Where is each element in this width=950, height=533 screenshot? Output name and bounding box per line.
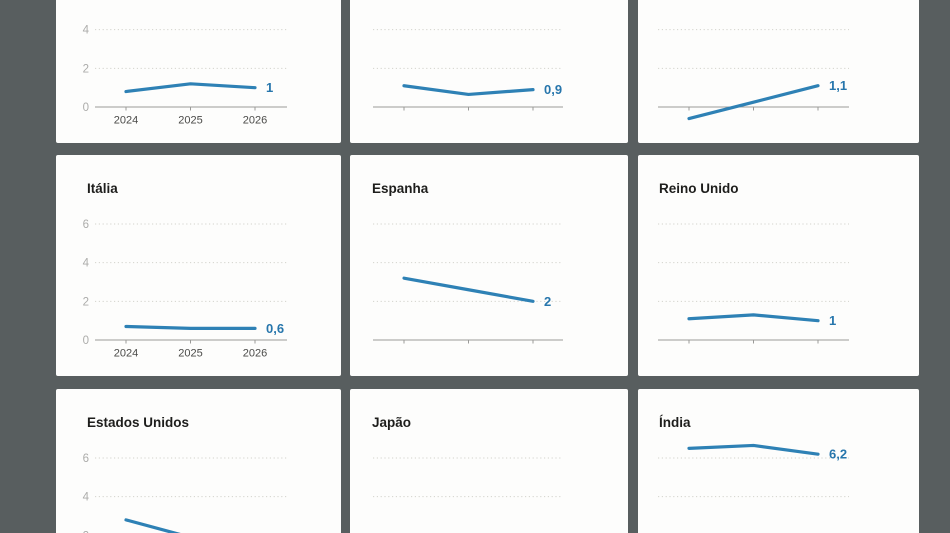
- y-tick-label: 6: [83, 219, 89, 231]
- y-tick-label: 2: [83, 296, 89, 308]
- trend-line: [687, 84, 820, 121]
- value-label: 2: [544, 294, 551, 309]
- chart-card-italia: 0 2 4 6 2024 2025 2026 0,6 Itália: [56, 155, 341, 376]
- y-tick-label: 4: [83, 25, 90, 37]
- trend-line: [402, 84, 535, 97]
- trend-line: [687, 313, 820, 323]
- chart-svg: 2 Espanha: [372, 181, 563, 344]
- chart-title: Itália: [87, 181, 118, 196]
- y-tick-label: 6: [83, 453, 89, 465]
- value-label: 1: [266, 80, 273, 95]
- chart-title: Espanha: [372, 181, 429, 196]
- trend-line: [124, 324, 257, 331]
- x-tick-label: 2024: [114, 348, 138, 360]
- value-label: 1: [829, 313, 836, 328]
- y-tick-label: 2: [83, 63, 89, 75]
- chart-card-partial-2: 1,1: [638, 0, 919, 143]
- chart-card-partial-1: 0,9: [350, 0, 628, 143]
- y-tick-label: 0: [83, 335, 89, 347]
- x-tick-label: 2025: [178, 348, 202, 360]
- chart-svg: 6,2 Índia: [658, 415, 849, 498]
- chart-title: Reino Unido: [659, 181, 739, 196]
- chart-svg: Japão: [372, 415, 563, 498]
- chart-title: Estados Unidos: [87, 415, 189, 430]
- chart-card-reino-unido: 1 Reino Unido: [638, 155, 919, 376]
- chart-title: Japão: [372, 415, 411, 430]
- trend-line: [687, 443, 820, 456]
- value-label: 6,2: [829, 447, 847, 462]
- value-label: 0,9: [544, 82, 562, 97]
- value-label: 0,6: [266, 321, 284, 336]
- chart-svg: 0246202420252026Estados Unidos: [83, 415, 287, 533]
- y-tick-label: 4: [83, 258, 90, 270]
- trend-line: [402, 276, 535, 303]
- chart-svg: 02462024202520261: [83, 25, 287, 127]
- trend-line: [124, 518, 181, 533]
- x-tick-label: 2024: [114, 115, 138, 127]
- x-tick-label: 2026: [243, 115, 267, 127]
- chart-title: Índia: [659, 415, 691, 430]
- chart-card-estados-unidos: 0246202420252026Estados Unidos: [56, 389, 341, 533]
- chart-svg: 1 Reino Unido: [658, 181, 849, 344]
- y-tick-label: 2: [83, 530, 89, 533]
- chart-svg: 1,1: [658, 29, 849, 121]
- chart-card-espanha: 2 Espanha: [350, 155, 628, 376]
- y-tick-label: 4: [83, 492, 90, 504]
- value-label: 1,1: [829, 78, 847, 93]
- x-tick-label: 2025: [178, 115, 202, 127]
- trend-line: [124, 82, 257, 94]
- y-tick-label: 0: [83, 102, 89, 114]
- chart-svg: 0 2 4 6 2024 2025 2026 0,6 Itália: [83, 181, 287, 360]
- chart-card-japao: Japão: [350, 389, 628, 533]
- chart-svg: 0,9: [373, 29, 563, 111]
- chart-card-india: 6,2 Índia: [638, 389, 919, 533]
- x-tick-label: 2026: [243, 348, 267, 360]
- chart-card-partial-0: 02462024202520261: [56, 0, 341, 143]
